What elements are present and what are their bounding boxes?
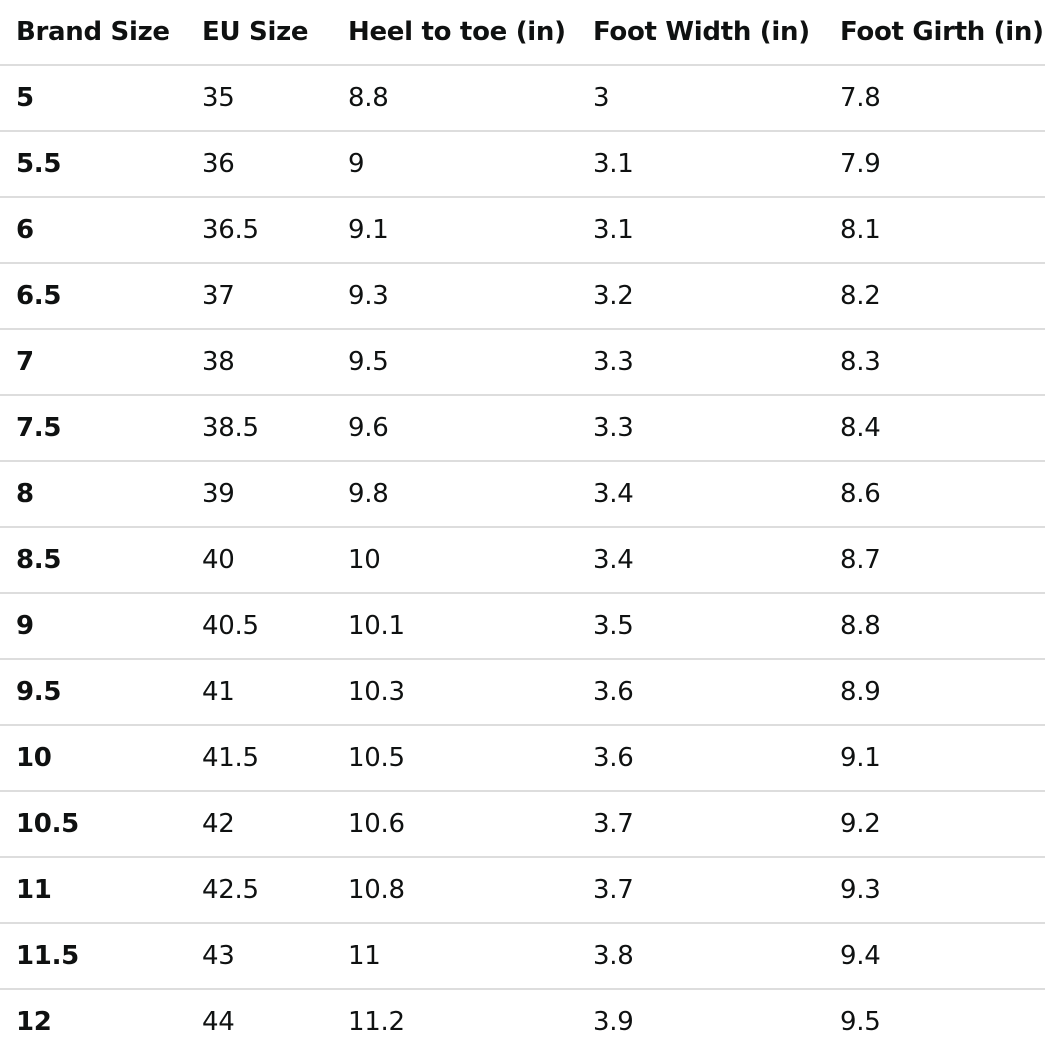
table-row: 7.5 38.5 9.6 3.3 8.4 xyxy=(0,395,1045,462)
cell-eu-size: 44 xyxy=(202,1007,235,1037)
cell-foot-width: 3.6 xyxy=(577,659,824,726)
cell-foot-width: 3.4 xyxy=(577,527,824,594)
table-header: Brand Size EU Size Heel to toe (in) Foot… xyxy=(0,0,1045,66)
cell-foot-girth: 8.7 xyxy=(824,527,1045,594)
cell-foot-girth: 9.3 xyxy=(824,857,1045,924)
cell-foot-width: 3.5 xyxy=(577,593,824,660)
table-row: 6 36.5 9.1 3.1 8.1 xyxy=(0,197,1045,264)
cell-brand-size: 6 xyxy=(0,197,186,264)
cell-foot-width: 3.1 xyxy=(577,197,824,264)
cell-foot-girth: 8.1 xyxy=(824,197,1045,264)
cell-eu-size: 41.5 xyxy=(186,725,332,792)
cell-brand-size: 9 xyxy=(0,593,186,660)
cell-foot-width: 3.7 xyxy=(577,857,824,924)
table-row: 6.5 37 9.3 3.2 8.2 xyxy=(0,263,1045,330)
cell-heel-to-toe: 10.8 xyxy=(332,857,577,924)
cell-foot-girth: 8.8 xyxy=(824,593,1045,660)
header-brand-size: Brand Size xyxy=(0,0,186,66)
cell-brand-size: 11 xyxy=(0,857,186,924)
cell-foot-girth: 8.6 xyxy=(824,461,1045,528)
table-row: 5 35 8.8 3 7.8 xyxy=(0,65,1045,132)
header-foot-width: Foot Width (in) xyxy=(577,0,824,66)
cell-foot-width: 3.2 xyxy=(577,263,824,330)
cell-eu-size: 42.5 xyxy=(186,857,332,924)
cell-foot-width: 3.6 xyxy=(577,725,824,792)
cell-brand-size: 5 xyxy=(0,65,186,132)
cell-brand-size: 10 xyxy=(0,725,186,792)
header-foot-girth: Foot Girth (in) xyxy=(824,0,1045,66)
cell-heel-to-toe: 9.5 xyxy=(332,329,577,396)
cell-foot-girth: 7.9 xyxy=(824,131,1045,198)
table-body: 5 35 8.8 3 7.8 5.5 36 9 3.1 7.9 6 36.5 9.1 3.1 8.1 6.5 3… xyxy=(0,65,1045,1054)
cell-heel-to-toe: 10.5 xyxy=(332,725,577,792)
cell-brand-size: 7.5 xyxy=(0,395,186,462)
cell-foot-width: 3.1 xyxy=(577,131,824,198)
cell-brand-size: 11.5 xyxy=(0,923,186,990)
cell-eu-size: 41 xyxy=(186,659,332,726)
cell-foot-girth: 8.9 xyxy=(824,659,1045,726)
cell-eu-size: 40 xyxy=(186,527,332,594)
cell-eu-size: 36.5 xyxy=(186,197,332,264)
table-row: 12 44 11.2 3.9 9.5 xyxy=(0,989,1045,1054)
table-row: 10 41.5 10.5 3.6 9.1 xyxy=(0,725,1045,792)
cell-eu-size: 35 xyxy=(186,65,332,132)
cell-foot-width: 3.3 xyxy=(577,329,824,396)
cell-eu-size: 36 xyxy=(186,131,332,198)
cell-eu-size: 39 xyxy=(186,461,332,528)
cell-eu-size: 37 xyxy=(186,263,332,330)
cell-heel-to-toe: 9 xyxy=(332,131,577,198)
cell-heel-to-toe: 9.3 xyxy=(332,263,577,330)
cell-brand-size: 7 xyxy=(0,329,186,396)
cell-heel-to-toe: 9.1 xyxy=(332,197,577,264)
cell-foot-girth: 8.3 xyxy=(824,329,1045,396)
header-row: Brand Size EU Size Heel to toe (in) Foot… xyxy=(0,0,1045,66)
table-row: 9 40.5 10.1 3.5 8.8 xyxy=(0,593,1045,660)
cell-foot-girth: 7.8 xyxy=(824,65,1045,132)
cell-brand-size: 12 xyxy=(16,1007,52,1037)
cell-brand-size: 8 xyxy=(0,461,186,528)
cell-heel-to-toe: 11 xyxy=(332,923,577,990)
cell-foot-girth: 9.2 xyxy=(824,791,1045,858)
cell-brand-size: 10.5 xyxy=(0,791,186,858)
table-row: 11 42.5 10.8 3.7 9.3 xyxy=(0,857,1045,924)
cell-eu-size: 38 xyxy=(186,329,332,396)
cell-brand-size: 8.5 xyxy=(0,527,186,594)
cell-foot-girth: 9.4 xyxy=(824,923,1045,990)
table-row: 9.5 41 10.3 3.6 8.9 xyxy=(0,659,1045,726)
cell-heel-to-toe: 11.2 xyxy=(348,1007,405,1037)
cell-foot-width: 3.7 xyxy=(577,791,824,858)
table-row: 7 38 9.5 3.3 8.3 xyxy=(0,329,1045,396)
cell-foot-width: 3.8 xyxy=(577,923,824,990)
cell-heel-to-toe: 10.3 xyxy=(332,659,577,726)
header-eu-size: EU Size xyxy=(186,0,332,66)
cell-heel-to-toe: 9.8 xyxy=(332,461,577,528)
cell-brand-size: 6.5 xyxy=(0,263,186,330)
cell-heel-to-toe: 10.1 xyxy=(332,593,577,660)
table-row: 8 39 9.8 3.4 8.6 xyxy=(0,461,1045,528)
cell-foot-girth: 8.2 xyxy=(824,263,1045,330)
table-row: 10.5 42 10.6 3.7 9.2 xyxy=(0,791,1045,858)
table-row: 11.5 43 11 3.8 9.4 xyxy=(0,923,1045,990)
cell-heel-to-toe: 9.6 xyxy=(332,395,577,462)
table-row: 8.5 40 10 3.4 8.7 xyxy=(0,527,1045,594)
cell-heel-to-toe: 10 xyxy=(332,527,577,594)
cell-foot-width: 3.9 xyxy=(593,1007,634,1037)
cell-heel-to-toe: 8.8 xyxy=(332,65,577,132)
table-row: 5.5 36 9 3.1 7.9 xyxy=(0,131,1045,198)
header-heel-to-toe: Heel to toe (in) xyxy=(332,0,577,66)
cell-foot-width: 3 xyxy=(577,65,824,132)
cell-eu-size: 43 xyxy=(186,923,332,990)
cell-eu-size: 40.5 xyxy=(186,593,332,660)
cell-brand-size: 9.5 xyxy=(0,659,186,726)
cell-foot-width: 3.4 xyxy=(577,461,824,528)
cell-foot-girth: 9.5 xyxy=(840,1007,881,1037)
cell-eu-size: 42 xyxy=(186,791,332,858)
cell-foot-girth: 8.4 xyxy=(824,395,1045,462)
cell-foot-width: 3.3 xyxy=(577,395,824,462)
cell-brand-size: 5.5 xyxy=(0,131,186,198)
cell-foot-girth: 9.1 xyxy=(824,725,1045,792)
cell-heel-to-toe: 10.6 xyxy=(332,791,577,858)
cell-eu-size: 38.5 xyxy=(186,395,332,462)
